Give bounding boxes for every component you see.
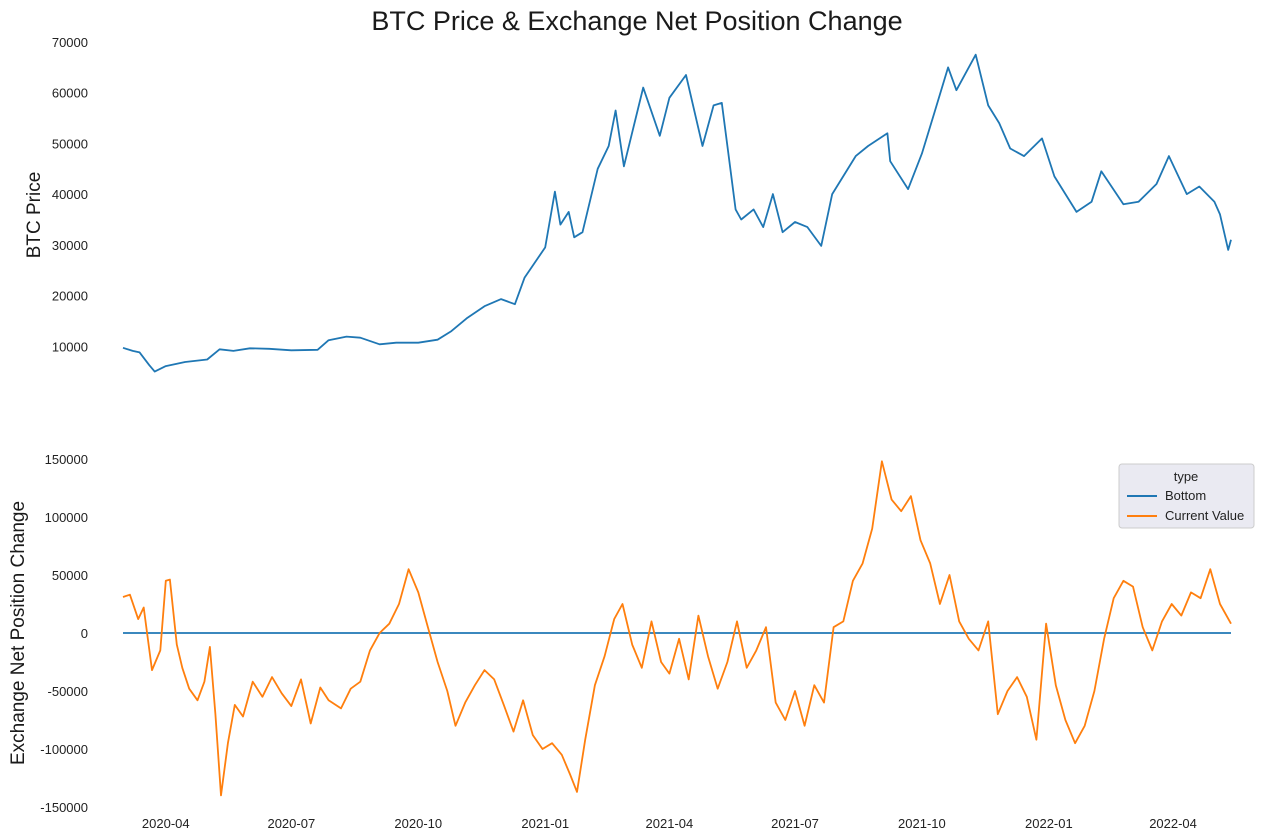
x-tick-label: 2020-10 [394,816,442,831]
netposition-y-tick-label: 150000 [45,452,88,467]
chart-title: BTC Price & Exchange Net Position Change [371,6,902,36]
legend-box [1118,463,1255,529]
netposition-plot-area [122,460,1232,797]
netposition-y-tick-label: 100000 [45,510,88,525]
legend-label-bottom: Bottom [1165,488,1206,503]
legend-title: type [1174,469,1199,484]
x-tick-label: 2021-07 [771,816,819,831]
price-y-tick-label: 30000 [52,238,88,253]
netposition-y-tick-label: -50000 [48,684,88,699]
x-tick-label: 2021-04 [646,816,694,831]
x-tick-label: 2020-07 [267,816,315,831]
price-y-tick-label: 10000 [52,339,88,354]
current-value-line [122,460,1232,797]
netposition-y-tick-label: 50000 [52,568,88,583]
price-y-axis-label: BTC Price [24,172,45,259]
price-plot-area [122,53,1232,373]
legend-label-current-value: Current Value [1165,508,1244,523]
netposition-y-ticks: -150000 -100000 -50000 0 50000 100000 150000 [40,452,88,815]
x-axis-ticks: 2020-04 2020-07 2020-10 2021-01 2021-04 2021-… [142,816,1197,831]
netposition-y-tick-label: -150000 [40,800,88,815]
x-tick-label: 2022-01 [1025,816,1073,831]
x-tick-label: 2021-10 [898,816,946,831]
x-tick-label: 2021-01 [521,816,569,831]
price-y-tick-label: 50000 [52,136,88,151]
price-y-ticks: 10000 20000 30000 40000 50000 60000 70000 [52,35,88,354]
legend: type Bottom Current Value [1118,463,1255,529]
price-y-tick-label: 60000 [52,86,88,101]
netposition-y-axis-label: Exchange Net Position Change [8,501,29,765]
price-y-tick-label: 20000 [52,289,88,304]
price-y-tick-label: 40000 [52,187,88,202]
x-tick-label: 2022-04 [1149,816,1197,831]
netposition-y-tick-label: 0 [81,626,88,641]
btc-price-line [122,53,1232,373]
x-tick-label: 2020-04 [142,816,190,831]
netposition-y-tick-label: -100000 [40,742,88,757]
price-y-tick-label: 70000 [52,35,88,50]
